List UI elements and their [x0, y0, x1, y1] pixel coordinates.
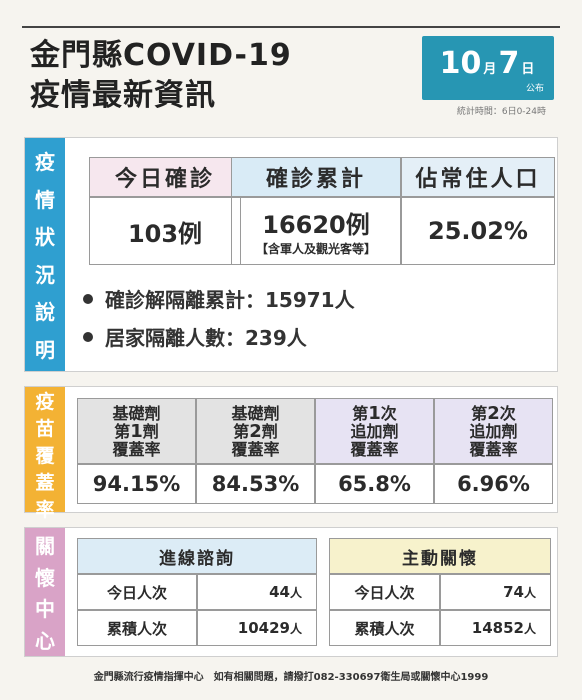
care-today-value: 74 人 [440, 574, 551, 610]
vaccine-col2-value: 84.53% [196, 464, 315, 504]
header-line: 追加劑 [469, 422, 518, 441]
date-badge: 10 月7 日 公布 [422, 36, 554, 100]
top-rule [22, 26, 560, 28]
label-char: 說 [35, 300, 55, 325]
date-month-unit: 月 [483, 62, 497, 77]
bullet-home-isolation: 居家隔離人數：239人 [83, 322, 307, 351]
cumulative-value: 16620例 [262, 211, 370, 239]
vaccine-col3-header: 第1次 追加劑 覆蓋率 [315, 398, 434, 464]
value-number: 10429 [237, 619, 290, 637]
header-line: 基礎劑 [231, 404, 280, 423]
inquiry-table-title: 進線諮詢 [77, 538, 317, 574]
care-total-value: 14852 人 [440, 610, 551, 646]
bullet-text: 居家隔離人數：239人 [105, 326, 307, 350]
value-unit: 人 [523, 585, 536, 600]
care-table-title: 主動關懷 [329, 538, 551, 574]
care-vertical-label: 關 懷 中 心 [25, 528, 65, 656]
epidemic-vertical-label: 疫 情 狀 況 說 明 [25, 138, 65, 371]
vaccine-col1-value: 94.15% [77, 464, 196, 504]
inquiry-today-value: 44 人 [197, 574, 317, 610]
value-number: 74 [503, 583, 524, 601]
today-confirmed-header: 今日確診 [89, 157, 241, 197]
today-confirmed-value: 103例 [89, 197, 241, 265]
footer-contact: 金門縣流行疫情指揮中心 如有相關問題，請撥打082-330697衛生局或關懷中心… [93, 672, 489, 683]
bullet-text: 確診解隔離累計：15971人 [105, 288, 355, 312]
value-unit: 人 [289, 621, 302, 636]
cumulative-header: 確診累計 [231, 157, 401, 197]
label-char: 覆 [35, 445, 55, 467]
value-unit: 人 [523, 621, 536, 636]
population-header: 佔常住人口 [401, 157, 555, 197]
header-part: 1 [130, 421, 143, 442]
header-part: 1 [368, 403, 381, 424]
date-month: 10 [439, 46, 482, 81]
inquiry-today-label: 今日人次 [77, 574, 197, 610]
label-char: 況 [35, 262, 55, 287]
bullet-recovered: 確診解隔離累計：15971人 [83, 284, 355, 313]
header-line: 基礎劑 [112, 404, 161, 423]
label-char: 中 [35, 597, 55, 622]
label-char: 情 [35, 187, 55, 212]
header-line: 第1次 [352, 405, 397, 423]
label-char: 懷 [35, 565, 55, 590]
care-total-label: 累積人次 [329, 610, 440, 646]
vaccine-col4-value: 6.96% [434, 464, 553, 504]
header-part: 第 [471, 404, 488, 423]
label-char: 心 [35, 628, 55, 653]
label-char: 疫 [35, 391, 55, 413]
bullet-dot-icon [83, 293, 93, 304]
inquiry-total-label: 累積人次 [77, 610, 197, 646]
value-number: 44 [269, 583, 290, 601]
header-part: 次 [380, 404, 397, 423]
vaccine-section: 疫 苗 覆 蓋 率 基礎劑 第1劑 覆蓋率 94.15% 基礎劑 第2劑 覆蓋率… [24, 386, 558, 521]
header-part: 2 [249, 421, 262, 442]
header-line: 覆蓋率 [231, 440, 280, 459]
header-part: 劑 [261, 422, 278, 441]
cumulative-note: 【含軍人及觀光客等】 [255, 242, 376, 256]
header-part: 2 [487, 403, 500, 424]
date-published: 公布 [525, 84, 544, 94]
header-line: 第2次 [471, 405, 516, 423]
title-line-2: 疫情最新資訊 [30, 78, 216, 113]
header-line: 追加劑 [350, 422, 399, 441]
date-day: 7 [498, 46, 520, 81]
header-line: 覆蓋率 [112, 440, 161, 459]
label-char: 苗 [35, 418, 55, 440]
bullet-dot-icon [83, 331, 93, 342]
header-line: 第2劑 [233, 423, 278, 441]
population-value: 25.02% [401, 197, 555, 265]
care-today-label: 今日人次 [329, 574, 440, 610]
label-char: 蓋 [35, 472, 55, 494]
cumulative-cell: 16620例 【含軍人及觀光客等】 [231, 197, 401, 265]
page-title: 金門縣COVID-19 疫情最新資訊 [30, 36, 292, 116]
label-char: 狀 [35, 225, 55, 250]
vaccine-vertical-label: 疫 苗 覆 蓋 率 [25, 387, 65, 521]
vaccine-col3-value: 65.8% [315, 464, 434, 504]
header-line: 第1劑 [114, 423, 159, 441]
header-part: 次 [499, 404, 516, 423]
label-char: 關 [35, 534, 55, 559]
date-day-unit: 日 [521, 62, 535, 77]
care-section: 關 懷 中 心 進線諮詢 今日人次 44 人 累積人次 10429 人 主動關懷 今… [24, 527, 558, 657]
header-line: 覆蓋率 [350, 440, 399, 459]
value-number: 14852 [471, 619, 524, 637]
epidemic-section: 疫 情 狀 況 說 明 今日確診 103例 確診累計 16620例 【含軍人及觀… [24, 137, 558, 372]
label-char: 率 [35, 499, 55, 521]
stat-time: 統計時間：6日0-24時 [456, 107, 546, 117]
header-part: 第 [233, 422, 250, 441]
vaccine-col1-header: 基礎劑 第1劑 覆蓋率 [77, 398, 196, 464]
inquiry-total-value: 10429 人 [197, 610, 317, 646]
label-char: 明 [35, 337, 55, 362]
vaccine-col4-header: 第2次 追加劑 覆蓋率 [434, 398, 553, 464]
header-line: 覆蓋率 [469, 440, 518, 459]
header-part: 劑 [142, 422, 159, 441]
header-part: 第 [114, 422, 131, 441]
label-char: 疫 [35, 150, 55, 175]
header-part: 第 [352, 404, 369, 423]
value-unit: 人 [289, 585, 302, 600]
title-line-1: 金門縣COVID-19 [30, 38, 292, 73]
vaccine-col2-header: 基礎劑 第2劑 覆蓋率 [196, 398, 315, 464]
